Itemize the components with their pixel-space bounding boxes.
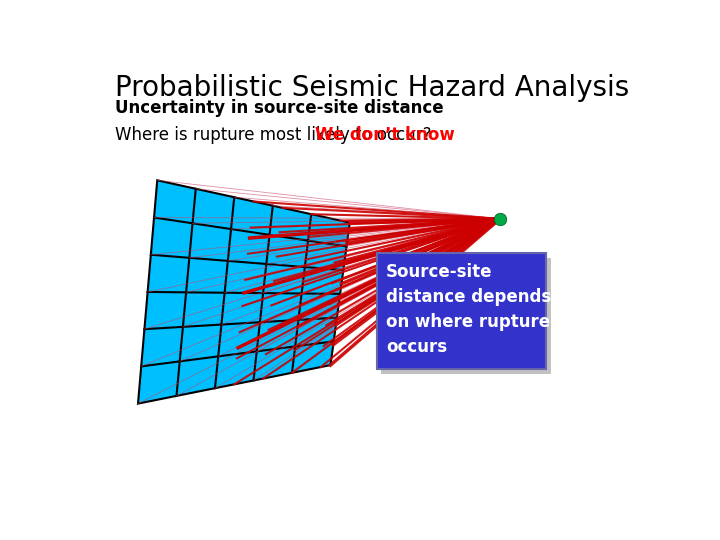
Text: Where is rupture most likely to occur?: Where is rupture most likely to occur? <box>115 126 442 144</box>
Text: Source-site
distance depends
on where rupture
occurs: Source-site distance depends on where ru… <box>386 262 552 356</box>
FancyBboxPatch shape <box>382 258 551 374</box>
Text: We don’t know: We don’t know <box>315 126 455 144</box>
Polygon shape <box>138 180 350 403</box>
Text: Uncertainty in source-site distance: Uncertainty in source-site distance <box>115 99 444 117</box>
Text: Probabilistic Seismic Hazard Analysis: Probabilistic Seismic Hazard Analysis <box>115 74 629 102</box>
FancyBboxPatch shape <box>377 253 546 369</box>
